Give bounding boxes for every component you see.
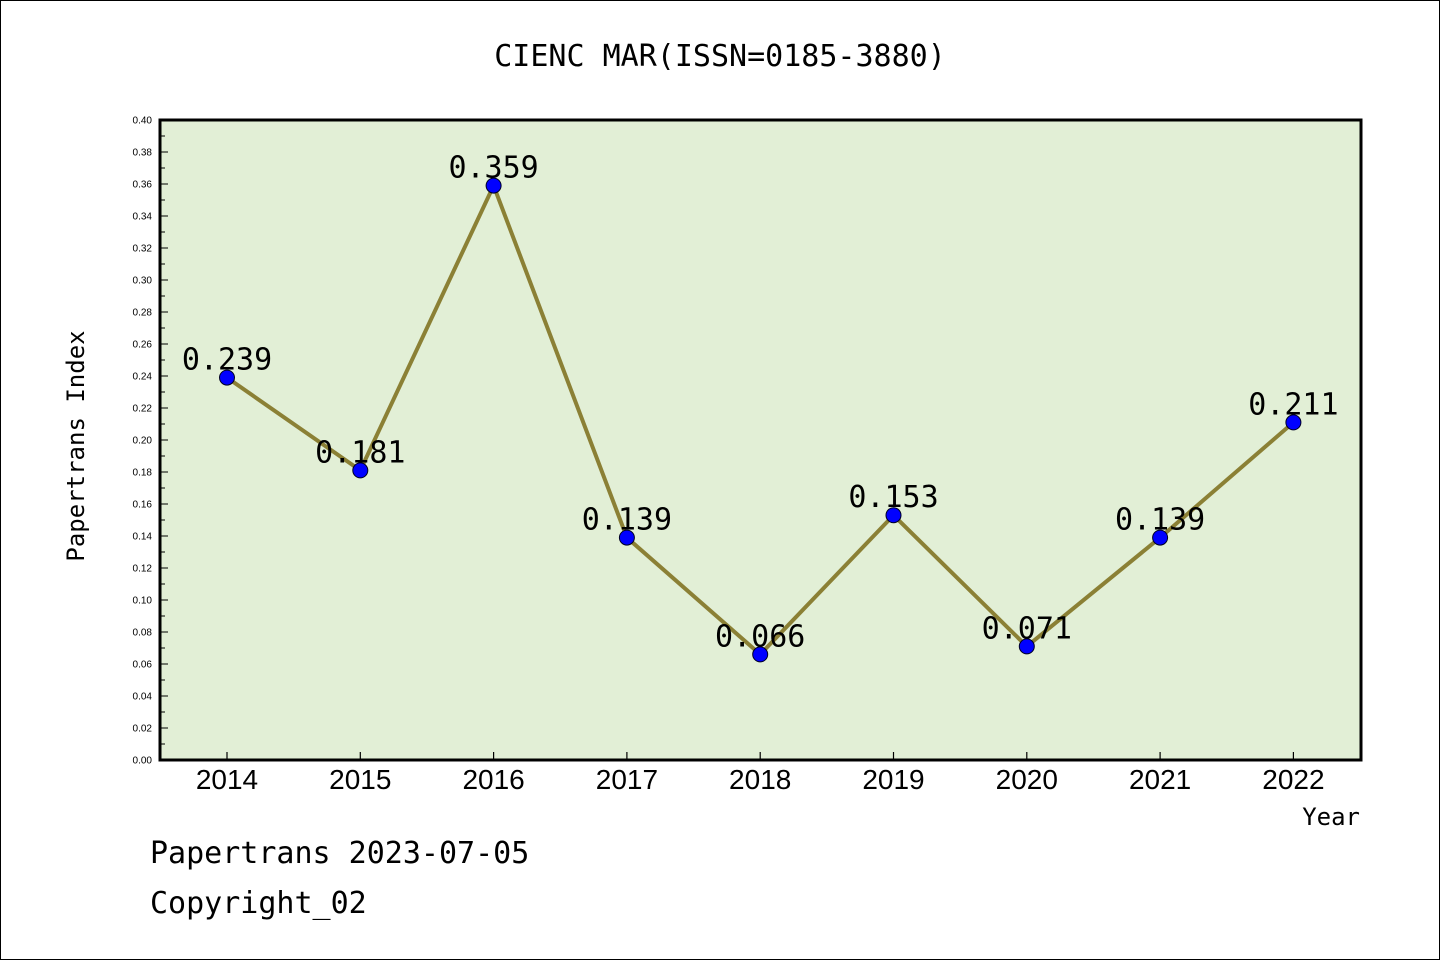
y-tick-label: 0.06 [133,660,153,671]
data-label: 0.239 [182,343,272,378]
footer-copyright: Copyright_02 [150,886,367,921]
y-tick-label: 0.24 [133,372,153,383]
y-tick-label: 0.38 [133,148,153,159]
data-label: 0.139 [582,503,672,538]
x-tick-label: 2022 [1262,764,1324,795]
data-point [352,462,369,479]
data-point [885,507,902,524]
data-label: 0.359 [448,151,538,186]
y-tick-label: 0.16 [133,500,153,511]
chart-title: CIENC MAR(ISSN=0185-3880) [494,39,946,74]
y-tick-label: 0.14 [133,532,153,543]
data-point [618,529,635,546]
y-tick-label: 0.10 [133,596,153,607]
x-tick-label: 2017 [596,764,658,795]
y-tick-label: 0.30 [133,276,153,287]
data-point [219,369,235,386]
data-point [1152,529,1169,546]
y-tick-label: 0.32 [133,244,153,255]
data-point [1018,638,1035,655]
data-point [752,646,769,663]
y-tick-label: 0.04 [133,692,153,703]
x-tick-label: 2016 [462,764,524,795]
y-tick-label: 0.26 [133,340,153,351]
y-tick-label: 0.18 [133,468,153,479]
data-label: 0.211 [1248,387,1338,422]
x-tick-label: 2021 [1129,764,1191,795]
data-label: 0.181 [315,435,405,470]
x-tick-label: 2014 [196,764,258,795]
y-tick-label: 0.28 [133,308,153,319]
x-tick-label: 2018 [729,764,791,795]
data-label: 0.153 [848,480,938,515]
footer-date: Papertrans 2023-07-05 [150,836,530,871]
y-tick-label: 0.34 [133,212,153,223]
y-tick-label: 0.22 [133,404,153,415]
y-tick-label: 0.00 [133,756,153,767]
y-tick-label: 0.36 [133,180,153,191]
data-label: 0.066 [715,619,805,654]
y-tick-label: 0.08 [133,628,153,639]
data-point [1285,414,1302,431]
y-tick-label: 0.20 [133,436,153,447]
x-tick-label: 2019 [862,764,924,795]
y-tick-label: 0.12 [133,564,153,575]
x-tick-label: 2015 [329,764,391,795]
data-point [485,177,502,194]
y-tick-label: 0.40 [133,116,153,127]
data-label: 0.071 [982,611,1072,646]
plot-border [158,118,1363,762]
y-tick-label: 0.02 [133,724,153,735]
x-axis-label: Year [1302,803,1360,831]
y-axis-label: Papertrans Index [62,330,90,561]
x-tick-label: 2020 [996,764,1058,795]
data-label: 0.139 [1115,503,1205,538]
